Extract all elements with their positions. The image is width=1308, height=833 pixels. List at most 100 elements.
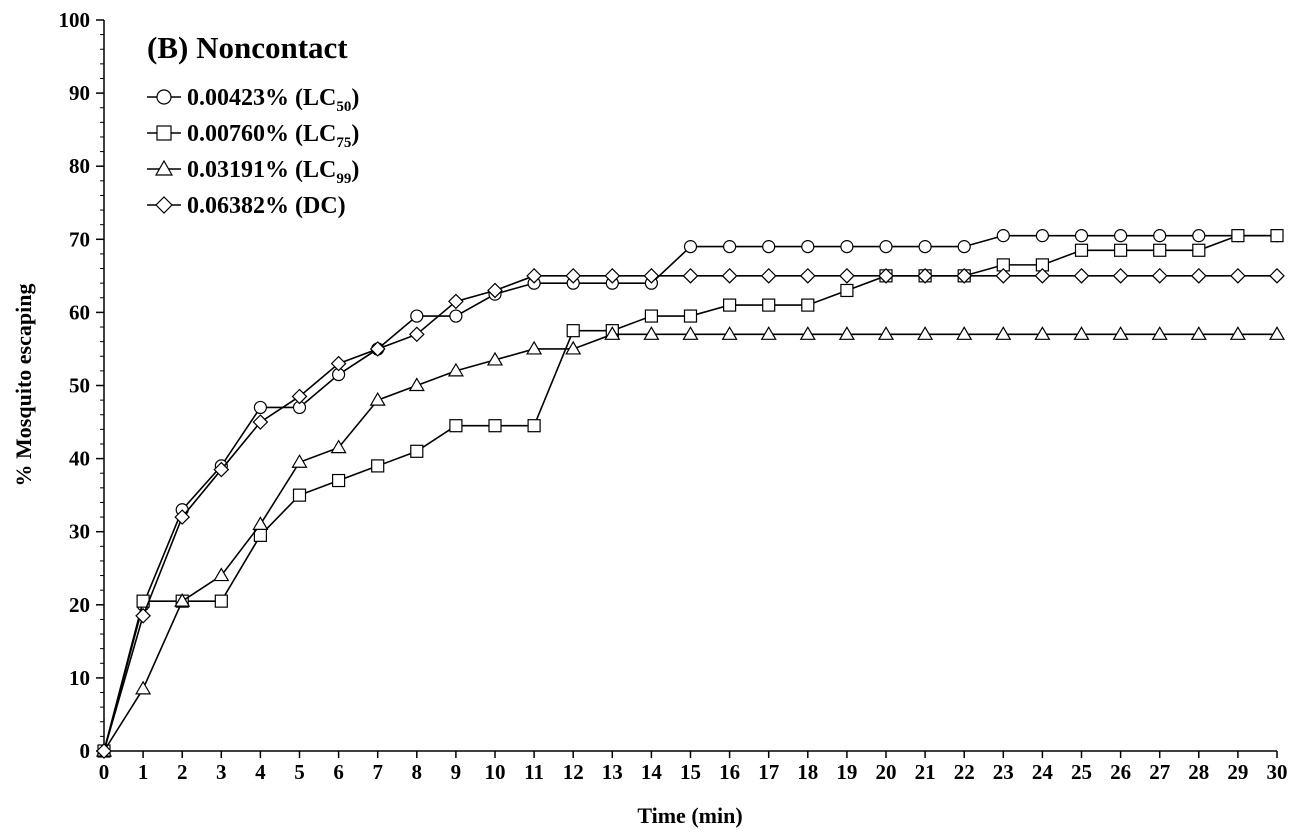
data-point-square: [214, 594, 228, 608]
data-point-triangle: [174, 592, 191, 607]
legend-marker-square: [156, 125, 172, 141]
data-point-circle: [918, 240, 932, 254]
x-tick-label: 8: [412, 760, 423, 784]
data-point-square: [1270, 229, 1284, 243]
x-tick-label: 16: [719, 760, 740, 784]
data-point-square: [801, 298, 815, 312]
data-point-diamond: [1190, 268, 1207, 284]
legend-item: 0.03191% (LC99): [147, 157, 359, 187]
data-point-circle: [253, 400, 267, 415]
data-point-circle: [410, 309, 424, 323]
data-point-square: [527, 419, 541, 433]
data-point-square: [1231, 229, 1245, 243]
x-tick-label: 10: [485, 760, 506, 784]
data-point-diamond: [956, 268, 973, 284]
data-point-triangle: [486, 351, 504, 366]
data-point-square: [1113, 243, 1128, 257]
data-point-diamond: [682, 268, 699, 284]
series-line-diamond: [103, 275, 1277, 752]
data-point-square: [332, 473, 346, 488]
x-tick-label: 18: [797, 760, 818, 784]
data-point-square: [449, 419, 463, 433]
data-point-square: [488, 419, 502, 433]
legend-marker-diamond: [155, 196, 173, 214]
series-square: [97, 229, 1284, 758]
x-tick-label: 20: [876, 760, 897, 784]
data-point-diamond: [799, 268, 816, 284]
data-point-triangle: [1268, 326, 1286, 340]
data-point-diamond: [917, 268, 933, 284]
data-point-circle: [762, 240, 776, 254]
data-point-square: [566, 324, 580, 338]
data-point-diamond: [252, 414, 269, 430]
x-tick-label: 29: [1227, 760, 1248, 784]
data-point-triangle: [643, 326, 660, 340]
data-point-square: [410, 444, 424, 458]
data-point-triangle: [252, 516, 269, 530]
data-point-diamond: [995, 268, 1012, 284]
x-tick-label: 30: [1267, 760, 1288, 784]
data-point-triangle: [565, 340, 582, 355]
x-tick-label: 1: [138, 760, 149, 784]
data-point-triangle: [877, 326, 895, 340]
data-point-diamond: [448, 293, 464, 310]
data-point-triangle: [1151, 326, 1168, 340]
data-point-circle: [996, 229, 1010, 243]
data-point-circle: [957, 240, 971, 254]
x-tick-label: 25: [1071, 760, 1092, 784]
data-point-triangle: [330, 439, 347, 454]
data-point-triangle: [447, 362, 464, 377]
x-tick-label: 22: [954, 760, 975, 784]
data-point-triangle: [604, 326, 621, 340]
y-tick-label: 60: [69, 300, 90, 324]
x-tick-label: 4: [255, 760, 266, 784]
x-tick-label: 5: [294, 760, 305, 784]
x-tick-label: 0: [99, 760, 110, 784]
y-tick-label: 20: [69, 593, 90, 617]
y-axis-title: % Mosquito escaping: [11, 284, 36, 487]
y-tick-label: 80: [69, 154, 90, 178]
y-tick-label: 30: [69, 520, 90, 544]
legend-label: 0.00423% (LC50): [187, 85, 359, 115]
series-circle: [97, 229, 1284, 758]
x-axis-title: Time (min): [637, 803, 742, 828]
y-tick-label: 0: [80, 739, 91, 763]
data-point-diamond: [369, 341, 386, 357]
data-point-diamond: [604, 268, 621, 284]
y-tick-label: 90: [69, 81, 90, 105]
data-point-square: [371, 459, 385, 473]
x-tick-label: 27: [1149, 760, 1170, 784]
y-tick-label: 40: [69, 447, 90, 471]
data-point-diamond: [1112, 268, 1129, 284]
data-point-triangle: [135, 680, 152, 695]
x-tick-label: 24: [1032, 760, 1054, 784]
data-point-triangle: [682, 326, 699, 340]
data-point-circle: [449, 309, 463, 323]
data-point-triangle: [721, 326, 738, 340]
x-tick-label: 19: [836, 760, 857, 784]
series-diamond: [96, 268, 1285, 759]
data-point-circle: [1035, 229, 1050, 243]
data-point-triangle: [995, 326, 1012, 340]
data-point-square: [762, 298, 776, 312]
data-point-square: [840, 283, 854, 298]
data-point-circle: [1113, 229, 1128, 243]
data-point-square: [722, 298, 737, 312]
data-point-square: [292, 488, 307, 502]
x-tick-label: 23: [993, 760, 1014, 784]
legend-item: 0.00423% (LC50): [147, 85, 359, 115]
data-point-diamond: [721, 268, 738, 284]
x-tick-label: 3: [216, 760, 227, 784]
legend-label: 0.00760% (LC75): [187, 121, 359, 151]
legend-marker-triangle: [154, 159, 174, 176]
data-point-diamond: [643, 268, 660, 284]
data-point-diamond: [135, 607, 151, 624]
x-tick-label: 17: [758, 760, 779, 784]
data-point-diamond: [760, 268, 777, 284]
data-point-circle: [722, 240, 737, 254]
data-point-square: [644, 309, 659, 323]
x-tick-label: 14: [641, 760, 663, 784]
x-tick-label: 2: [177, 760, 188, 784]
data-point-triangle: [213, 567, 230, 582]
